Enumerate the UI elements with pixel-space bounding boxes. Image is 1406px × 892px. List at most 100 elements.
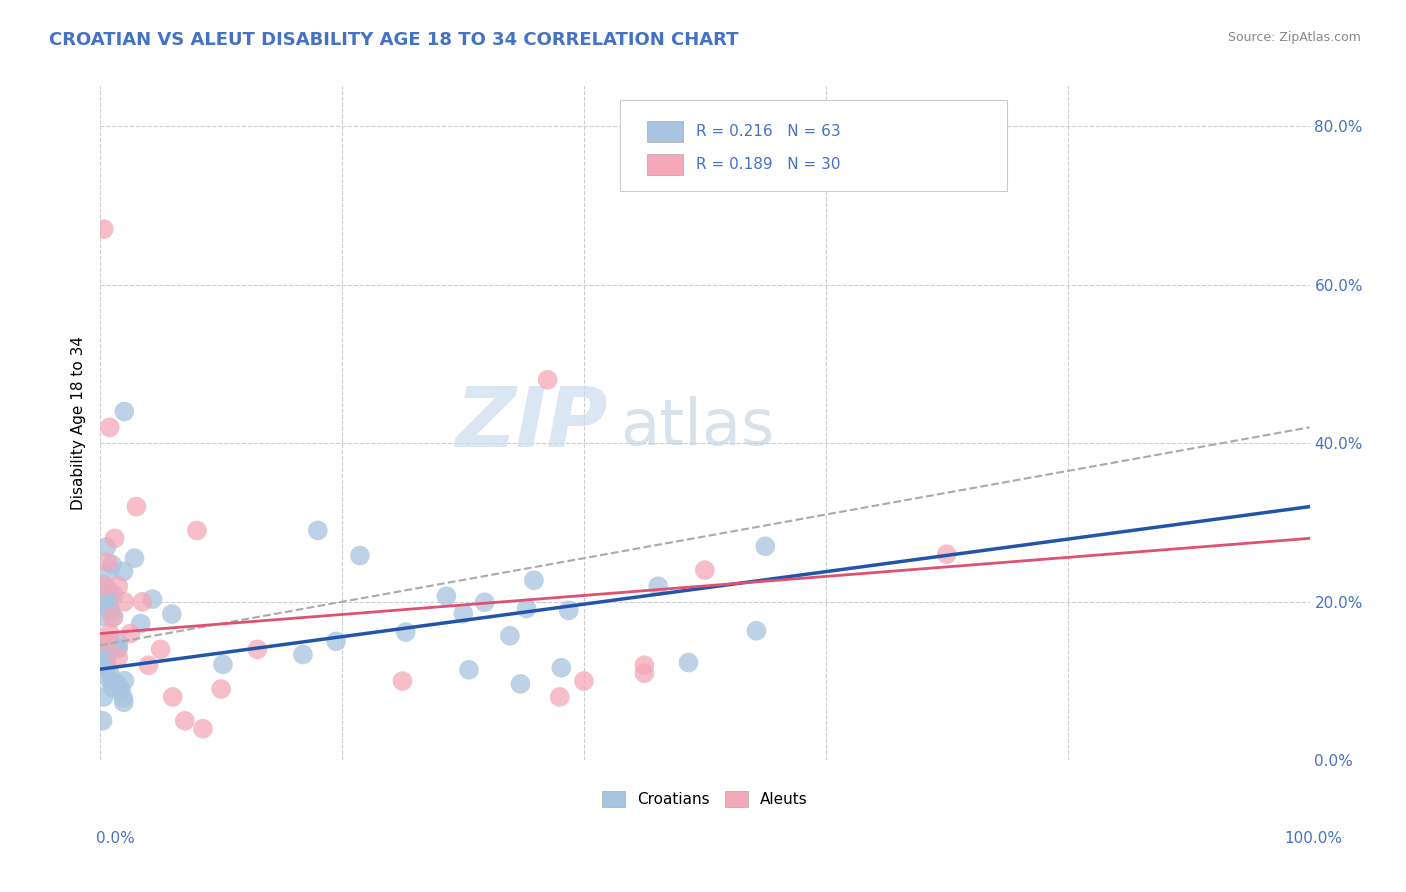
Point bbox=[112, 690, 135, 705]
Point bbox=[499, 629, 522, 643]
Point bbox=[107, 650, 129, 665]
Point bbox=[523, 574, 546, 588]
Point bbox=[112, 695, 135, 709]
Point bbox=[391, 674, 413, 689]
Point bbox=[395, 625, 418, 640]
Point bbox=[149, 642, 172, 657]
Y-axis label: Disability Age 18 to 34: Disability Age 18 to 34 bbox=[72, 336, 86, 510]
Point bbox=[107, 677, 129, 691]
Point bbox=[647, 579, 669, 593]
Point bbox=[633, 666, 655, 681]
Point bbox=[91, 714, 114, 728]
Point bbox=[125, 500, 148, 514]
Point bbox=[94, 586, 117, 600]
Point bbox=[104, 532, 127, 546]
Point bbox=[103, 610, 125, 624]
Point bbox=[90, 609, 112, 624]
Point bbox=[107, 641, 129, 656]
Point bbox=[349, 549, 371, 563]
Point bbox=[101, 673, 124, 688]
FancyBboxPatch shape bbox=[647, 154, 683, 176]
Point bbox=[112, 404, 135, 418]
Point bbox=[160, 607, 183, 621]
Point bbox=[693, 563, 716, 577]
Point bbox=[94, 579, 117, 593]
Point bbox=[98, 588, 121, 602]
Point bbox=[96, 540, 118, 554]
Point bbox=[453, 607, 475, 621]
Point bbox=[246, 642, 269, 657]
Point bbox=[112, 673, 135, 688]
Point bbox=[550, 661, 572, 675]
Text: R = 0.189   N = 30: R = 0.189 N = 30 bbox=[696, 157, 841, 172]
Point bbox=[107, 636, 129, 650]
Point bbox=[186, 524, 208, 538]
Point bbox=[509, 677, 531, 691]
Point bbox=[307, 524, 329, 538]
Point bbox=[101, 558, 124, 572]
Text: Source: ZipAtlas.com: Source: ZipAtlas.com bbox=[1227, 31, 1361, 45]
Point bbox=[745, 624, 768, 638]
Point bbox=[129, 616, 152, 631]
Point bbox=[101, 610, 124, 624]
Point bbox=[98, 599, 121, 613]
Point bbox=[98, 643, 121, 657]
Point bbox=[557, 603, 579, 617]
Point bbox=[96, 555, 118, 569]
Point bbox=[98, 564, 121, 578]
Text: CROATIAN VS ALEUT DISABILITY AGE 18 TO 34 CORRELATION CHART: CROATIAN VS ALEUT DISABILITY AGE 18 TO 3… bbox=[49, 31, 738, 49]
Point bbox=[131, 595, 153, 609]
Point bbox=[96, 659, 118, 673]
Point bbox=[191, 722, 214, 736]
Point bbox=[97, 634, 120, 648]
Point bbox=[100, 604, 122, 618]
Point bbox=[678, 656, 700, 670]
Point bbox=[474, 595, 496, 609]
Point bbox=[548, 690, 571, 704]
Point bbox=[97, 583, 120, 598]
Point bbox=[754, 539, 776, 553]
Point bbox=[98, 634, 121, 648]
Point bbox=[101, 681, 124, 695]
Point bbox=[90, 577, 112, 591]
Point bbox=[536, 373, 558, 387]
Point bbox=[91, 647, 114, 661]
Point bbox=[98, 626, 121, 640]
Point bbox=[93, 690, 115, 704]
Text: 100.0%: 100.0% bbox=[1285, 831, 1343, 846]
Point bbox=[96, 593, 118, 607]
Point bbox=[100, 604, 122, 618]
Point bbox=[103, 588, 125, 602]
Point bbox=[120, 626, 142, 640]
Point bbox=[110, 682, 132, 697]
Point bbox=[209, 681, 232, 696]
Point bbox=[633, 658, 655, 673]
FancyBboxPatch shape bbox=[620, 100, 1007, 191]
Point bbox=[124, 551, 146, 566]
Point bbox=[141, 592, 163, 607]
Point bbox=[325, 634, 347, 648]
Point bbox=[98, 667, 121, 681]
Point bbox=[96, 658, 118, 673]
Point bbox=[935, 547, 957, 561]
Point bbox=[93, 222, 115, 236]
Point bbox=[98, 420, 121, 434]
Point bbox=[212, 657, 235, 672]
Point bbox=[96, 649, 118, 664]
Point bbox=[162, 690, 184, 704]
Point bbox=[291, 648, 314, 662]
Point bbox=[112, 595, 135, 609]
Text: ZIP: ZIP bbox=[456, 383, 607, 464]
Point bbox=[458, 663, 481, 677]
Point bbox=[436, 589, 458, 603]
FancyBboxPatch shape bbox=[647, 120, 683, 142]
Point bbox=[105, 641, 128, 656]
Point bbox=[173, 714, 195, 728]
Text: R = 0.216   N = 63: R = 0.216 N = 63 bbox=[696, 124, 841, 139]
Point bbox=[138, 658, 160, 673]
Point bbox=[107, 579, 129, 593]
Point bbox=[98, 673, 121, 687]
Point bbox=[93, 588, 115, 602]
Point bbox=[96, 634, 118, 648]
Legend: Croatians, Aleuts: Croatians, Aleuts bbox=[596, 785, 814, 814]
